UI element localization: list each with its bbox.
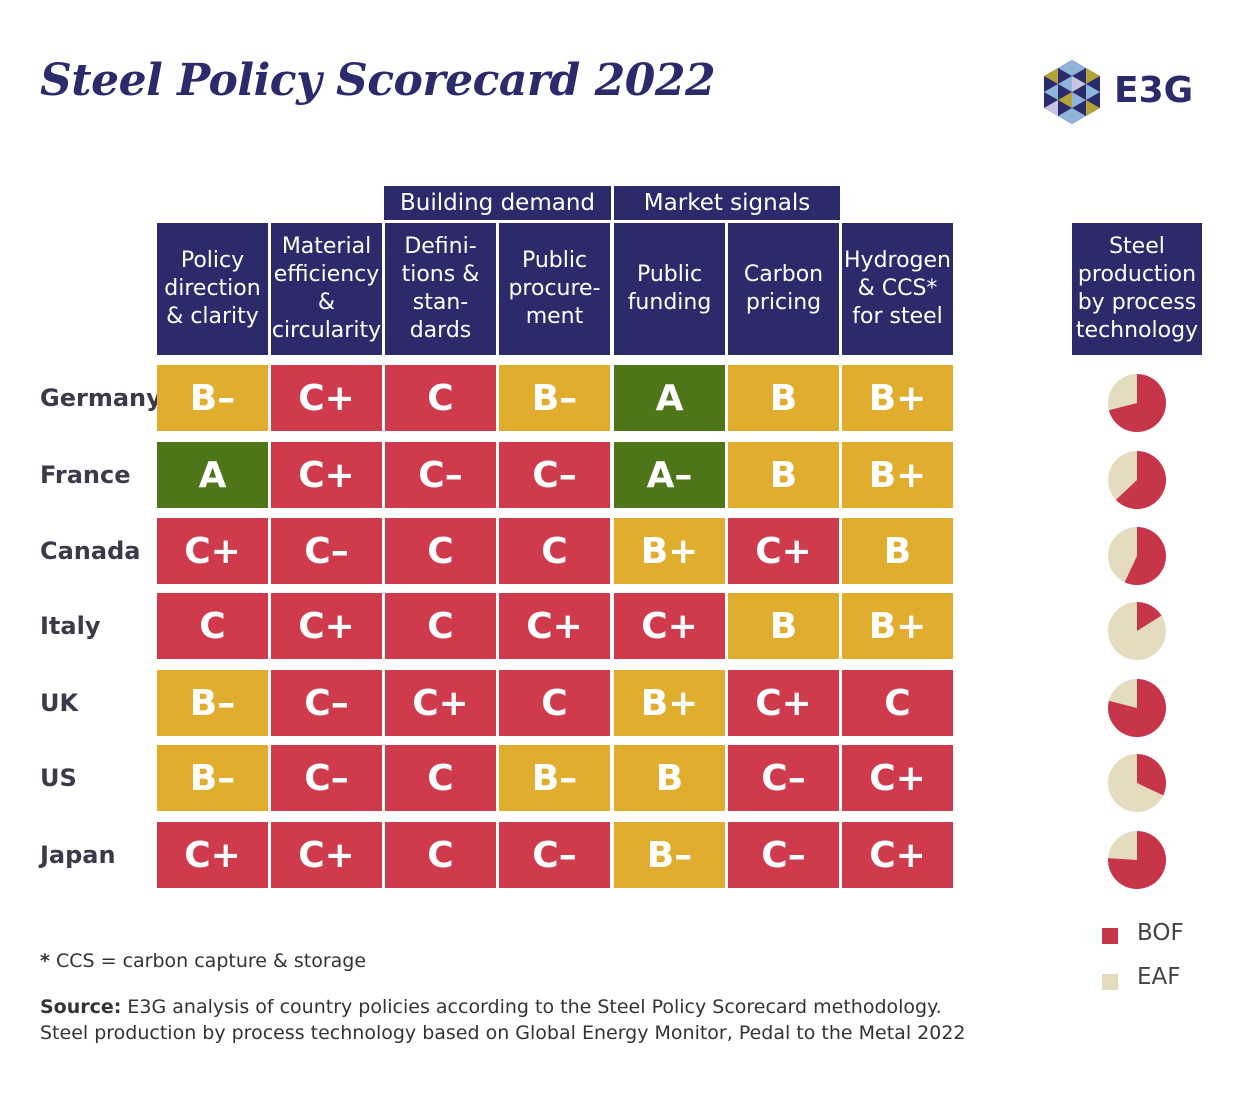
pie-france: [1108, 451, 1167, 509]
grade-cell: A–: [614, 442, 725, 508]
pie-italy: [1108, 602, 1166, 660]
grade-cell: C: [499, 518, 610, 584]
source-line-2: Steel production by process technology b…: [40, 1022, 966, 1044]
grade-cell: C+: [728, 670, 839, 736]
source-line-1: E3G analysis of country policies accordi…: [121, 996, 942, 1018]
group-header-market-signals: Market signals: [614, 186, 840, 220]
grade-cell: C+: [157, 822, 268, 888]
source-note: Source: E3G analysis of country policies…: [40, 994, 966, 1046]
pie-slice-bof: [1137, 754, 1167, 796]
pie-slice-bof: [1107, 679, 1166, 737]
grade-cell: B+: [842, 442, 953, 508]
pie-slice-bof: [1124, 527, 1166, 585]
grade-cell: C: [385, 822, 496, 888]
grade-cell: B: [728, 593, 839, 659]
column-header-public-procurement: Public procure- ment: [499, 223, 610, 355]
grade-cell: C–: [499, 822, 610, 888]
grade-cell: B–: [157, 670, 268, 736]
group-header-building-demand: Building demand: [384, 186, 611, 220]
grade-cell: B+: [614, 670, 725, 736]
pie-slice-bof: [1115, 451, 1167, 509]
pie-japan: [1108, 831, 1167, 889]
grade-cell: B–: [499, 745, 610, 811]
pie-slice-bof: [1137, 602, 1162, 631]
grade-cell: C+: [271, 365, 382, 431]
grade-cell: B: [728, 365, 839, 431]
legend-bof-label: BOF: [1137, 920, 1184, 946]
pie-slice-bof: [1108, 374, 1166, 432]
row-label-uk: UK: [40, 689, 79, 717]
grade-cell: C–: [385, 442, 496, 508]
grade-cell: C+: [728, 518, 839, 584]
grade-cell: C–: [271, 745, 382, 811]
row-label-italy: Italy: [40, 612, 101, 640]
pie-slice-bof: [1108, 831, 1167, 889]
column-header-definitions-standards: Defini- tions & stan- dards: [385, 223, 496, 355]
grade-cell: B: [614, 745, 725, 811]
legend-bof-swatch: [1102, 928, 1118, 944]
grade-cell: B–: [499, 365, 610, 431]
column-header-public-funding: Public funding: [614, 223, 725, 355]
row-label-us: US: [40, 764, 77, 792]
grade-cell: B: [842, 518, 953, 584]
grade-cell: C+: [271, 822, 382, 888]
grade-cell: C–: [499, 442, 610, 508]
grade-cell: C–: [271, 670, 382, 736]
legend-eaf-label: EAF: [1137, 964, 1181, 990]
row-label-japan: Japan: [40, 841, 116, 869]
grade-cell: C+: [271, 442, 382, 508]
grade-cell: C: [385, 593, 496, 659]
grade-cell: A: [157, 442, 268, 508]
grade-cell: C: [385, 365, 496, 431]
grade-cell: C: [385, 518, 496, 584]
pie-canada: [1108, 527, 1166, 585]
grade-cell: C: [385, 745, 496, 811]
row-label-canada: Canada: [40, 537, 141, 565]
footnote: * CCS = carbon capture & storage: [40, 950, 366, 972]
pie-us: [1108, 754, 1167, 812]
grade-cell: C: [499, 670, 610, 736]
grade-cell: C+: [157, 518, 268, 584]
grade-cell: C: [157, 593, 268, 659]
grade-cell: C–: [271, 518, 382, 584]
page-title: Steel Policy Scorecard 2022: [40, 55, 716, 106]
grade-cell: C+: [614, 593, 725, 659]
column-header-carbon-pricing: Carbon pricing: [728, 223, 839, 355]
grade-cell: C+: [842, 745, 953, 811]
grade-cell: B+: [842, 365, 953, 431]
grade-cell: C+: [385, 670, 496, 736]
column-header-steel-production: Steel production by process technology: [1072, 223, 1202, 355]
column-header-hydrogen-ccs: Hydrogen & CCS* for steel: [842, 223, 953, 355]
grade-cell: B+: [842, 593, 953, 659]
pie-uk: [1107, 679, 1166, 737]
grade-cell: C+: [499, 593, 610, 659]
row-label-germany: Germany: [40, 384, 162, 412]
column-header-material-efficiency: Material efficiency & circularity: [271, 223, 382, 355]
grade-cell: B+: [614, 518, 725, 584]
grade-cell: C: [842, 670, 953, 736]
footnote-text: CCS = carbon capture & storage: [49, 950, 367, 972]
legend-eaf-swatch: [1102, 974, 1118, 990]
logo-text: E3G: [1114, 70, 1194, 111]
footnote-mark: *: [40, 950, 50, 972]
column-header-policy-direction: Policy direction & clarity: [157, 223, 268, 355]
grade-cell: C+: [271, 593, 382, 659]
row-label-france: France: [40, 461, 131, 489]
grade-cell: B–: [157, 745, 268, 811]
grade-cell: C–: [728, 745, 839, 811]
grade-cell: B–: [157, 365, 268, 431]
grade-cell: B: [728, 442, 839, 508]
grade-cell: A: [614, 365, 725, 431]
pie-germany: [1108, 374, 1166, 432]
source-label: Source:: [40, 996, 122, 1018]
grade-cell: B–: [614, 822, 725, 888]
e3g-logo-icon: [1044, 60, 1100, 124]
grade-cell: C–: [728, 822, 839, 888]
grade-cell: C+: [842, 822, 953, 888]
